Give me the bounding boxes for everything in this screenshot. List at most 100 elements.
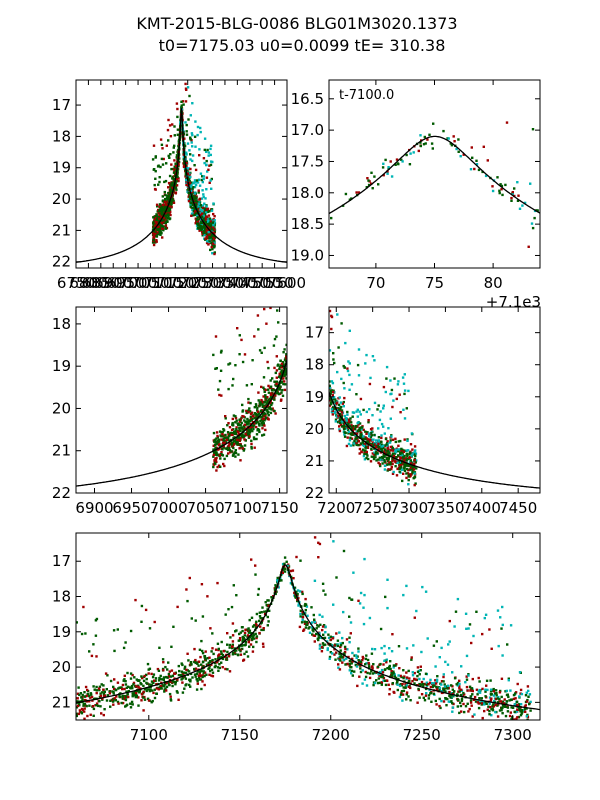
data-point-green [332,389,335,392]
data-point-green [241,445,244,448]
data-point-red [481,687,484,691]
data-point-red [519,688,523,692]
data-point-green [240,427,244,430]
data-point-cyan [205,163,208,167]
data-point-green [400,447,403,451]
data-point-green [241,629,244,633]
data-point-red [333,653,336,656]
data-point-cyan [189,114,192,117]
data-point-red [512,697,516,701]
data-point-cyan [525,691,528,694]
data-point-green [513,710,516,713]
data-point-green [219,369,223,372]
data-point-red [440,680,444,683]
data-point-cyan [337,666,340,669]
data-point-red [236,327,239,330]
data-point-green [202,225,205,229]
data-point-green [477,168,481,172]
data-point-green [262,433,266,436]
data-point-green [280,579,283,582]
data-point-cyan [185,153,188,156]
data-point-green [122,679,125,682]
data-point-green [199,227,202,230]
data-point-red [285,357,287,360]
data-point-red [86,688,89,692]
data-point-cyan [425,681,428,684]
data-point-green [210,177,213,181]
data-point-cyan [380,646,383,650]
data-point-green [381,674,384,677]
data-point-green [397,454,400,457]
data-point-cyan [440,699,443,703]
data-point-cyan [383,464,387,467]
data-point-cyan [451,706,455,709]
data-point-cyan [330,380,334,383]
data-point-red [371,441,374,444]
data-point-cyan [365,662,368,665]
data-point-green [161,208,164,211]
data-point-red [199,655,202,659]
data-point-green [330,400,333,404]
data-point-green [398,467,401,470]
data-point-red [337,414,340,417]
data-point-cyan [392,399,395,402]
data-point-green [353,439,356,443]
data-point-green [214,367,217,370]
y-tick-label: 18.5 [291,215,324,233]
data-point-red [526,685,530,688]
data-point-cyan [296,589,300,592]
data-point-cyan [386,606,389,610]
data-point-cyan [440,646,443,650]
data-point-green [329,384,331,387]
data-point-red [249,412,253,416]
data-point-red [298,625,302,629]
data-point-green [129,706,133,709]
data-point-green [391,447,394,450]
data-point-green [264,601,267,604]
data-point-cyan [355,410,358,413]
data-point-green [226,650,229,654]
data-point-cyan [409,152,412,155]
data-point-red [193,211,196,214]
data-point-cyan [318,647,322,650]
data-point-cyan [438,686,442,690]
data-point-green [164,675,168,679]
data-point-cyan [188,149,191,152]
data-point-red [251,425,254,428]
data-point-green [168,174,172,178]
y-tick-label: 22 [52,253,71,271]
data-point-red [301,610,304,614]
data-point-green [207,210,211,213]
data-point-red [269,307,272,310]
data-point-green [387,453,390,456]
data-point-green [190,193,193,196]
data-point-green [208,659,212,663]
data-point-green [526,698,529,702]
data-point-green [131,703,134,706]
data-point-green [304,603,308,606]
data-point-green [76,706,79,709]
data-point-green [187,659,190,662]
model-curve [76,359,287,487]
data-point-green [391,454,394,457]
data-point-green [220,640,223,644]
data-point-cyan [446,663,450,666]
data-point-green [222,437,225,440]
data-point-green [153,696,157,700]
data-point-green [243,434,247,437]
data-point-green [105,699,109,702]
data-point-red [274,394,277,397]
data-point-green [191,206,194,209]
data-point-cyan [349,621,353,624]
data-point-red [208,181,211,184]
data-point-red [201,206,205,210]
data-point-green [504,714,508,718]
data-point-red [347,655,350,659]
data-point-green [135,690,138,693]
data-point-green [194,619,197,622]
data-point-green [531,128,535,131]
data-point-green [385,443,388,446]
data-point-red [188,181,191,185]
data-point-green [195,218,199,221]
data-point-green [113,649,116,653]
